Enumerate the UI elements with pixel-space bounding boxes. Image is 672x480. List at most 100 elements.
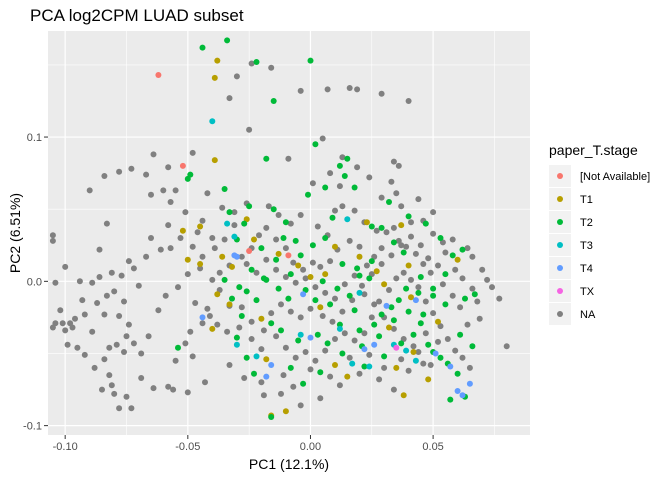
- data-point: [268, 310, 275, 317]
- data-point: [410, 331, 417, 338]
- data-point: [408, 233, 414, 240]
- data-point: [268, 320, 275, 327]
- legend-title: paper_T.stage: [549, 142, 638, 158]
- data-point: [454, 370, 461, 377]
- data-point: [327, 170, 334, 177]
- data-point: [351, 184, 358, 191]
- data-point: [437, 235, 444, 241]
- data-point: [464, 321, 471, 328]
- data-point: [302, 275, 309, 282]
- data-point: [317, 263, 324, 270]
- data-point: [246, 203, 253, 210]
- data-point: [197, 223, 204, 230]
- data-point: [167, 245, 174, 252]
- data-point: [62, 327, 69, 334]
- data-point: [378, 245, 385, 252]
- data-point: [329, 214, 336, 221]
- data-point: [371, 341, 378, 348]
- data-point: [91, 364, 98, 371]
- data-point: [297, 314, 304, 321]
- data-point: [89, 279, 96, 286]
- data-point: [49, 237, 56, 244]
- data-point: [312, 141, 319, 148]
- data-point: [430, 209, 437, 216]
- data-point: [474, 298, 481, 305]
- grid-minor: [48, 31, 530, 435]
- data-point: [332, 243, 338, 250]
- data-point: [121, 298, 127, 305]
- data-point: [319, 135, 326, 142]
- data-point: [123, 333, 130, 340]
- legend-label: TX: [580, 286, 595, 298]
- data-point: [449, 252, 456, 259]
- data-point: [248, 336, 255, 342]
- data-point: [376, 298, 383, 305]
- data-point: [319, 278, 326, 285]
- data-point: [361, 330, 368, 337]
- data-point: [219, 253, 226, 260]
- data-point: [432, 350, 439, 357]
- data-point: [79, 297, 86, 304]
- data-point: [346, 354, 353, 361]
- data-point: [390, 158, 397, 165]
- data-point: [457, 304, 464, 311]
- data-point: [398, 242, 405, 249]
- data-point: [74, 344, 81, 351]
- data-point: [354, 265, 361, 272]
- data-point: [263, 356, 270, 363]
- data-point: [366, 275, 373, 282]
- data-point: [405, 367, 412, 374]
- data-point: [189, 243, 196, 250]
- data-point: [211, 74, 218, 81]
- data-point: [425, 376, 432, 383]
- data-point: [268, 362, 275, 368]
- data-point: [221, 276, 228, 283]
- data-point: [177, 235, 184, 241]
- data-point: [231, 209, 238, 216]
- data-point: [336, 183, 343, 190]
- data-point: [351, 207, 358, 214]
- data-point: [211, 157, 218, 164]
- data-point: [381, 353, 388, 360]
- data-point: [226, 209, 233, 216]
- data-point: [128, 405, 135, 412]
- data-point: [253, 59, 260, 65]
- data-point: [412, 297, 419, 304]
- data-point: [86, 187, 93, 194]
- data-point: [354, 86, 361, 93]
- data-point: [150, 385, 157, 392]
- data-point: [243, 261, 250, 267]
- data-point: [111, 288, 118, 295]
- data-point: [403, 347, 410, 354]
- data-point: [317, 395, 324, 402]
- data-point: [305, 191, 311, 198]
- data-point: [199, 253, 206, 260]
- data-point: [278, 301, 284, 308]
- legend-swatch: [557, 242, 563, 248]
- data-point: [204, 190, 211, 197]
- data-point: [503, 343, 510, 350]
- data-point: [378, 261, 385, 267]
- data-point: [332, 207, 338, 214]
- data-point: [466, 364, 473, 371]
- data-point: [292, 237, 299, 244]
- data-point: [202, 379, 208, 386]
- data-point: [260, 327, 267, 334]
- data-point: [408, 294, 414, 301]
- data-point: [287, 271, 294, 278]
- data-point: [479, 266, 486, 273]
- data-point: [209, 235, 216, 241]
- data-point: [248, 60, 255, 67]
- data-point: [435, 318, 441, 325]
- data-point: [336, 382, 343, 389]
- data-point: [408, 219, 414, 226]
- data-point: [179, 162, 186, 169]
- data-point: [199, 44, 206, 51]
- data-point: [89, 328, 96, 335]
- data-point: [346, 292, 353, 299]
- data-point: [312, 297, 319, 304]
- data-point: [430, 285, 437, 292]
- data-point: [297, 331, 304, 338]
- data-point: [430, 310, 437, 317]
- data-point: [349, 360, 356, 367]
